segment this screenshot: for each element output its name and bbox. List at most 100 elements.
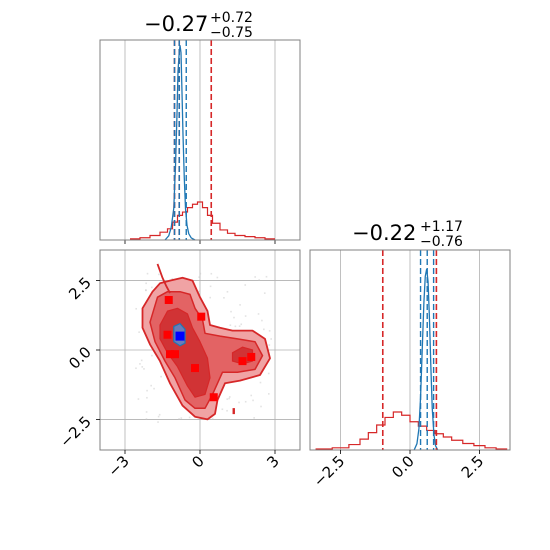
joint-red-marker (197, 312, 206, 321)
joint-blue-marker (175, 331, 185, 341)
joint-sample-point (257, 313, 260, 315)
marginal-y-title-upper: +1.17 (420, 219, 463, 235)
joint-sample-point (230, 310, 232, 313)
joint-sample-point (151, 286, 153, 289)
joint-sample-point (267, 393, 270, 395)
joint-sample-point (254, 276, 256, 278)
marginal-y-tick-label: 2.5 (458, 452, 488, 482)
joint-upper-contour-line (156, 263, 171, 294)
panel-marginal-y: −0.22 +1.17 −0.76 −2.5 0.0 2.5 (309, 219, 511, 491)
joint-sample-point (137, 398, 140, 400)
joint-sample-point (157, 415, 160, 418)
marginal-y-tick-label: 0.0 (388, 452, 418, 482)
joint-sample-point (210, 272, 213, 275)
joint-sample-point (250, 394, 253, 397)
joint-sample-point (239, 304, 241, 306)
marginal-y-title-value: −0.22 (352, 221, 416, 245)
joint-sample-point (226, 409, 228, 412)
joint-sample-point (263, 328, 265, 331)
marginal-x-marks (130, 40, 275, 241)
joint-sample-point (198, 290, 200, 293)
marginal-x-title-value: −0.27 (144, 12, 208, 36)
joint-sample-point (267, 372, 270, 375)
joint-sample-point (139, 363, 141, 365)
joint-sample-point (209, 285, 212, 288)
joint-sample-point (244, 284, 247, 286)
joint-x-tick-label: 0 (188, 452, 207, 471)
joint-sample-point (143, 368, 145, 370)
joint-sample-point (226, 290, 229, 293)
joint-sample-point (238, 401, 240, 404)
joint-sample-point (268, 344, 271, 346)
joint-marks (135, 263, 272, 423)
marginal-x-title-upper: +0.72 (210, 10, 253, 26)
joint-sample-point (226, 398, 229, 400)
joint-sample-point (233, 316, 235, 319)
joint-sample-point (146, 396, 148, 399)
joint-sample-point (261, 319, 263, 322)
joint-sample-point (135, 307, 137, 310)
joint-sample-point (270, 338, 272, 340)
joint-sample-point (244, 400, 247, 403)
joint-red-marker (209, 393, 218, 402)
joint-red-marker (238, 357, 247, 366)
joint-sample-point (268, 330, 271, 332)
joint-y-tick-label: 0.0 (65, 343, 95, 373)
joint-sample-point (158, 273, 160, 276)
joint-x-tick-label: 3 (263, 452, 282, 471)
joint-sample-point (211, 417, 214, 420)
joint-sample-point (260, 405, 262, 408)
joint-sample-point (259, 381, 262, 384)
joint-sample-point (258, 279, 260, 281)
joint-sample-point (229, 324, 232, 326)
joint-sample-point (145, 418, 148, 420)
joint-sample-point (151, 354, 153, 357)
joint-sample-point (244, 315, 247, 317)
joint-sample-point (178, 418, 180, 420)
joint-sample-point (228, 397, 230, 400)
joint-y-tick-label: 2.5 (65, 274, 95, 304)
joint-sample-point (253, 417, 255, 419)
joint-red-marker (191, 364, 199, 373)
joint-sample-point (150, 384, 152, 387)
joint-sample-point (263, 292, 266, 294)
marginal-y-marks (315, 250, 508, 451)
joint-red-marker (247, 352, 256, 361)
joint-sample-point (221, 408, 224, 411)
joint-sample-point (180, 417, 183, 419)
marginal-y-red-histogram (315, 411, 508, 450)
joint-sample-point (265, 275, 268, 278)
joint-sample-point (252, 399, 254, 402)
marginal-y-tick-label: −2.5 (310, 452, 348, 490)
joint-sample-point (145, 289, 147, 291)
joint-red-marker (164, 296, 173, 304)
joint-sample-point (234, 325, 237, 328)
joint-sample-point (158, 413, 161, 416)
joint-sample-point (228, 396, 231, 398)
marginal-x-red-histogram (130, 201, 275, 240)
marginal-x-frame (99, 39, 301, 241)
joint-red-marker (163, 330, 172, 339)
joint-sample-point (146, 272, 149, 275)
joint-sample-point (140, 359, 143, 362)
joint-sample-point (198, 276, 200, 278)
marginal-x-grid (124, 40, 276, 244)
joint-sample-point (216, 276, 219, 279)
joint-sample-point (138, 331, 140, 333)
joint-sample-point (153, 387, 155, 390)
joint-inner-contour (159, 307, 211, 398)
panel-joint: −3 0 3 2.5 0.0 −2.5 (56, 249, 301, 480)
joint-sample-point (160, 375, 162, 378)
joint-y-tick-label: −2.5 (56, 413, 94, 451)
marginal-y-title-lower: −0.76 (420, 234, 463, 250)
joint-sample-point (157, 421, 159, 423)
joint-sample-point (238, 325, 241, 327)
joint-sample-point (223, 296, 225, 299)
joint-red-marker (166, 350, 174, 359)
marginal-x-title-lower: −0.75 (210, 25, 253, 41)
joint-sample-point (209, 296, 211, 299)
joint-sample-point (145, 411, 148, 413)
joint-sample-point (199, 272, 202, 275)
joint-sample-point (188, 416, 191, 419)
